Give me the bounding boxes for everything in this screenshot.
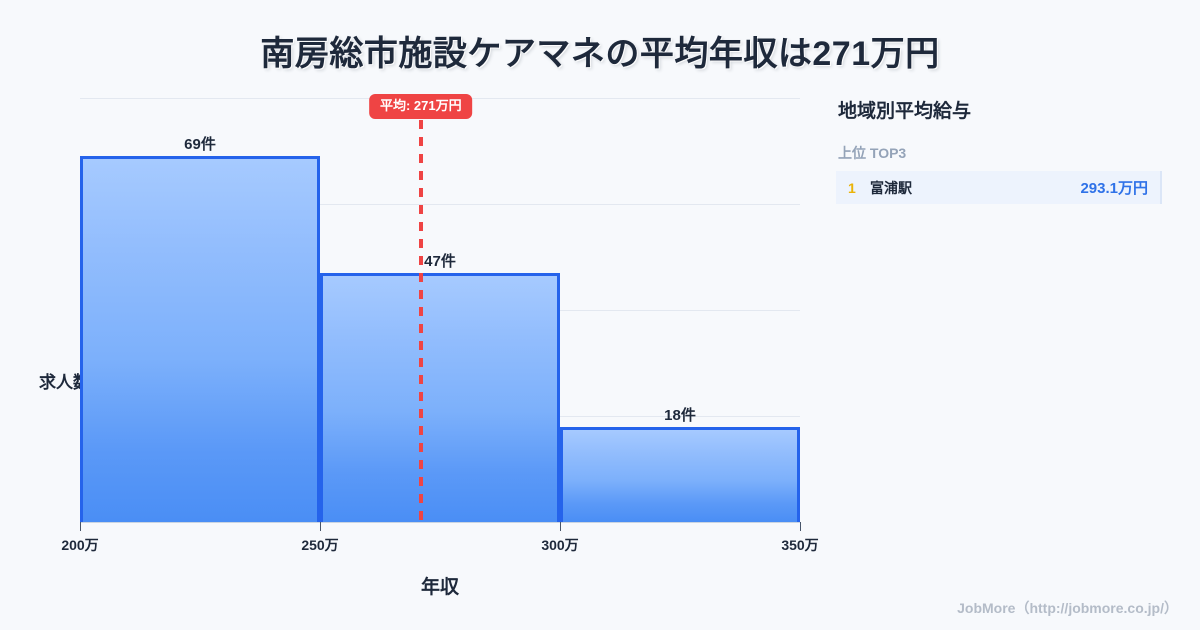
bar-value-label: 47件	[424, 252, 456, 270]
histogram-chart: 求人数 年収 69件 47件 18件 200万 250万 300万 350万 平均: 271万…	[0, 90, 820, 600]
sidebar-subtitle: 上位 TOP3	[838, 145, 907, 161]
y-axis-title: 求人数	[39, 373, 90, 392]
x-axis-tick-label: 200万	[61, 537, 99, 553]
x-axis-tick	[560, 522, 561, 531]
ranking-position: 1	[848, 179, 856, 196]
x-axis-tick-label: 250万	[301, 537, 339, 553]
ranking-area-name: 富浦駅	[870, 179, 912, 196]
footer-credit: JobMore（http://jobmore.co.jp/）	[957, 600, 1178, 616]
x-axis-tick	[80, 522, 81, 531]
x-axis-baseline	[80, 522, 800, 523]
histogram-bar	[320, 272, 560, 522]
page-title: 南房総市施設ケアマネの平均年収は271万円	[260, 35, 940, 73]
x-axis-tick	[800, 522, 801, 531]
ranking-row[interactable]: 1 富浦駅 293.1万円	[836, 171, 1162, 204]
gridline	[80, 204, 800, 205]
bar-value-label: 18件	[664, 406, 696, 424]
regional-salary-panel: 地域別平均給与 上位 TOP3 1 富浦駅 293.1万円	[836, 96, 1166, 204]
x-axis-tick-label: 300万	[541, 537, 579, 553]
ranking-list: 1 富浦駅 293.1万円	[836, 171, 1162, 204]
x-axis-title: 年収	[420, 577, 459, 598]
histogram-bar	[80, 156, 320, 522]
ranking-salary-value: 293.1万円	[1080, 180, 1148, 197]
histogram-bar	[560, 426, 800, 522]
x-axis-tick	[320, 522, 321, 531]
sidebar-title: 地域別平均給与	[838, 101, 972, 122]
x-axis-tick-label: 350万	[781, 537, 819, 553]
average-marker-line	[418, 120, 423, 522]
bar-value-label: 69件	[184, 136, 216, 154]
plot-area: 69件 47件 18件 200万 250万 300万 350万 平均: 271万円	[61, 94, 819, 553]
average-badge: 平均: 271万円	[368, 94, 473, 120]
